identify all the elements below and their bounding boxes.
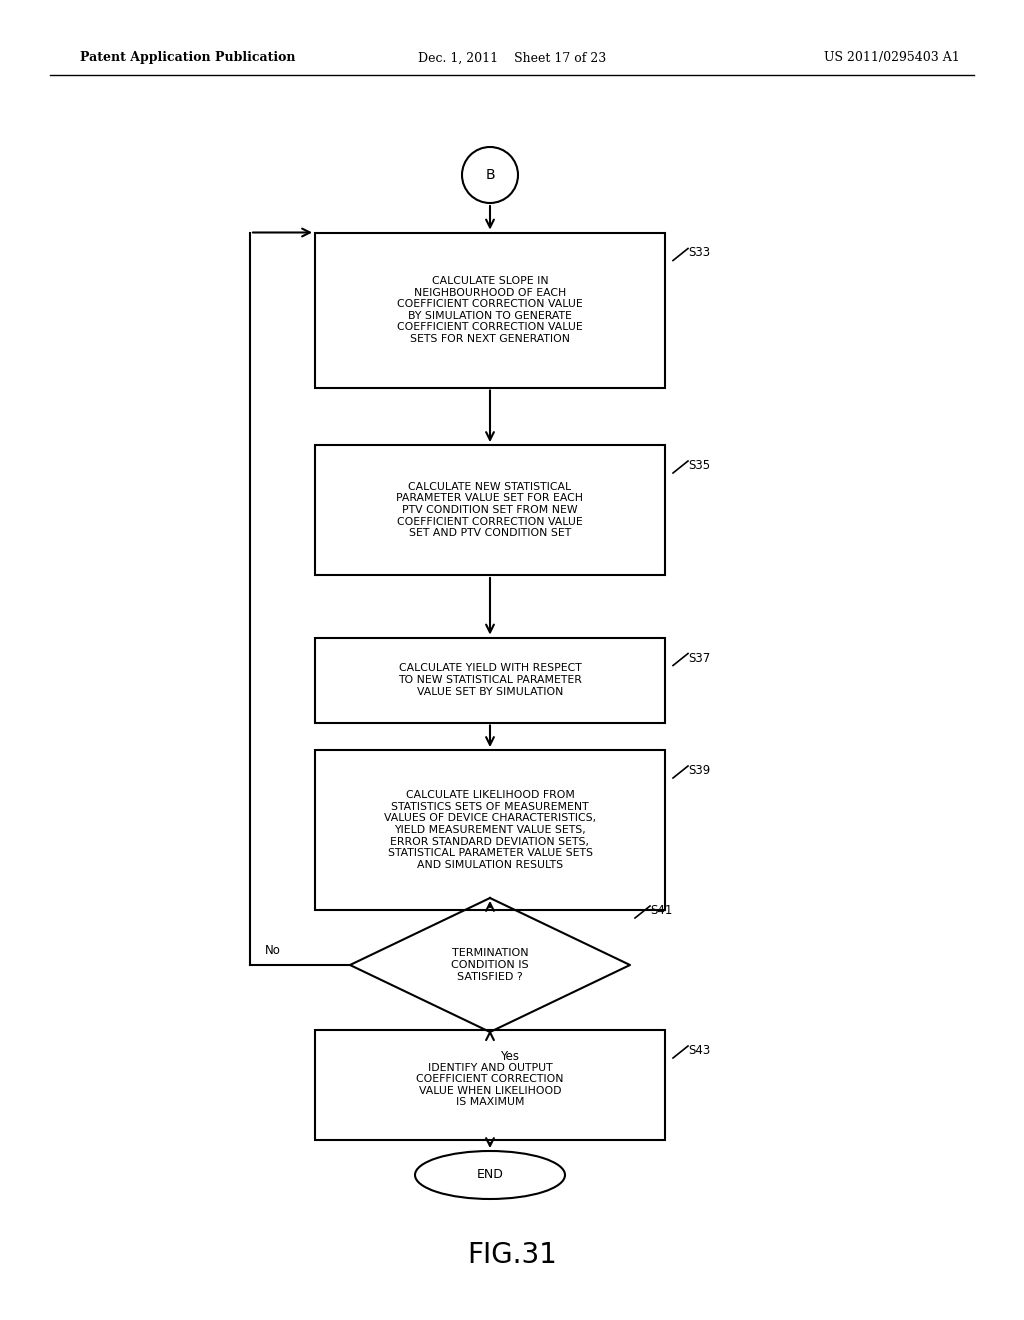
Polygon shape [350, 898, 630, 1032]
Text: Patent Application Publication: Patent Application Publication [80, 51, 296, 65]
Text: S43: S43 [688, 1044, 711, 1057]
Text: S33: S33 [688, 247, 710, 260]
Text: S37: S37 [688, 652, 711, 664]
Bar [315, 1030, 665, 1140]
Bar [315, 638, 665, 722]
Text: CALCULATE SLOPE IN
NEIGHBOURHOOD OF EACH
COEFFICIENT CORRECTION VALUE
BY SIMULAT: CALCULATE SLOPE IN NEIGHBOURHOOD OF EACH… [397, 276, 583, 345]
Text: US 2011/0295403 A1: US 2011/0295403 A1 [824, 51, 961, 65]
Text: CALCULATE YIELD WITH RESPECT
TO NEW STATISTICAL PARAMETER
VALUE SET BY SIMULATIO: CALCULATE YIELD WITH RESPECT TO NEW STAT… [398, 664, 582, 697]
Text: S35: S35 [688, 459, 710, 473]
Text: S41: S41 [650, 904, 673, 917]
Ellipse shape [415, 1151, 565, 1199]
Text: Dec. 1, 2011    Sheet 17 of 23: Dec. 1, 2011 Sheet 17 of 23 [418, 51, 606, 65]
Text: END: END [476, 1168, 504, 1181]
Bar [315, 232, 665, 388]
Bar [315, 445, 665, 576]
Text: B: B [485, 168, 495, 182]
Text: FIG.31: FIG.31 [467, 1241, 557, 1269]
Text: IDENTIFY AND OUTPUT
COEFFICIENT CORRECTION
VALUE WHEN LIKELIHOOD
IS MAXIMUM: IDENTIFY AND OUTPUT COEFFICIENT CORRECTI… [416, 1063, 564, 1107]
Bar [315, 750, 665, 909]
Text: CALCULATE NEW STATISTICAL
PARAMETER VALUE SET FOR EACH
PTV CONDITION SET FROM NE: CALCULATE NEW STATISTICAL PARAMETER VALU… [396, 482, 584, 539]
Text: TERMINATION
CONDITION IS
SATISFIED ?: TERMINATION CONDITION IS SATISFIED ? [452, 948, 528, 982]
Text: S39: S39 [688, 764, 711, 777]
Text: CALCULATE LIKELIHOOD FROM
STATISTICS SETS OF MEASUREMENT
VALUES OF DEVICE CHARAC: CALCULATE LIKELIHOOD FROM STATISTICS SET… [384, 791, 596, 870]
Text: No: No [265, 944, 281, 957]
Text: Yes: Yes [500, 1049, 519, 1063]
